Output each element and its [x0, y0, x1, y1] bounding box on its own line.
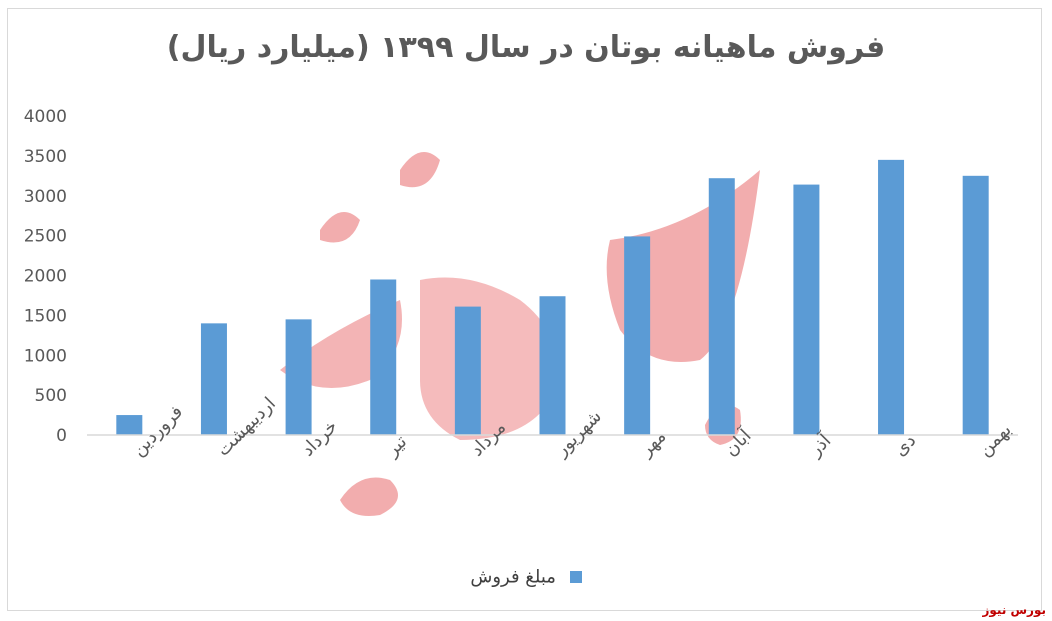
- y-tick-label: 1500: [24, 306, 67, 326]
- watermark-stroke-2: [420, 277, 560, 440]
- bar: [116, 415, 143, 435]
- y-tick-label: 3000: [24, 187, 67, 207]
- y-tick-label: 0: [56, 426, 67, 446]
- bars: [116, 159, 989, 436]
- bar: [200, 323, 227, 435]
- y-tick-label: 500: [35, 386, 67, 406]
- watermark-logo: [280, 152, 760, 516]
- y-tick-label: 1000: [24, 346, 67, 366]
- y-axis-ticks: 0 500 1000 1500 2000 2500 3000 3500 4000: [24, 107, 67, 446]
- legend-label: مبلغ فروش: [470, 566, 556, 588]
- bar: [370, 279, 397, 435]
- bar: [708, 178, 735, 435]
- legend: مبلغ فروش: [0, 566, 1052, 588]
- bar: [285, 319, 312, 435]
- bar: [624, 236, 651, 435]
- watermark-dot-1: [400, 152, 440, 188]
- x-tick-label: تیر: [381, 431, 411, 461]
- legend-swatch: [569, 571, 582, 583]
- watermark-dot-2: [320, 212, 360, 243]
- y-tick-label: 2000: [24, 267, 67, 287]
- y-tick-label: 3500: [24, 147, 67, 167]
- bar: [793, 184, 820, 435]
- chart-frame: [7, 8, 1042, 611]
- bar: [878, 159, 905, 436]
- watermark-dot-3: [340, 477, 398, 516]
- y-tick-label: 4000: [24, 107, 67, 127]
- bar: [962, 175, 989, 435]
- y-tick-label: 2500: [24, 227, 67, 247]
- bar: [539, 296, 566, 435]
- bar: [454, 306, 481, 435]
- chart-title: فروش ماهیانه بوتان در سال ۱۳۹۹ (میلیارد …: [166, 30, 886, 65]
- source-watermark-text: بورس نیوز: [982, 603, 1046, 617]
